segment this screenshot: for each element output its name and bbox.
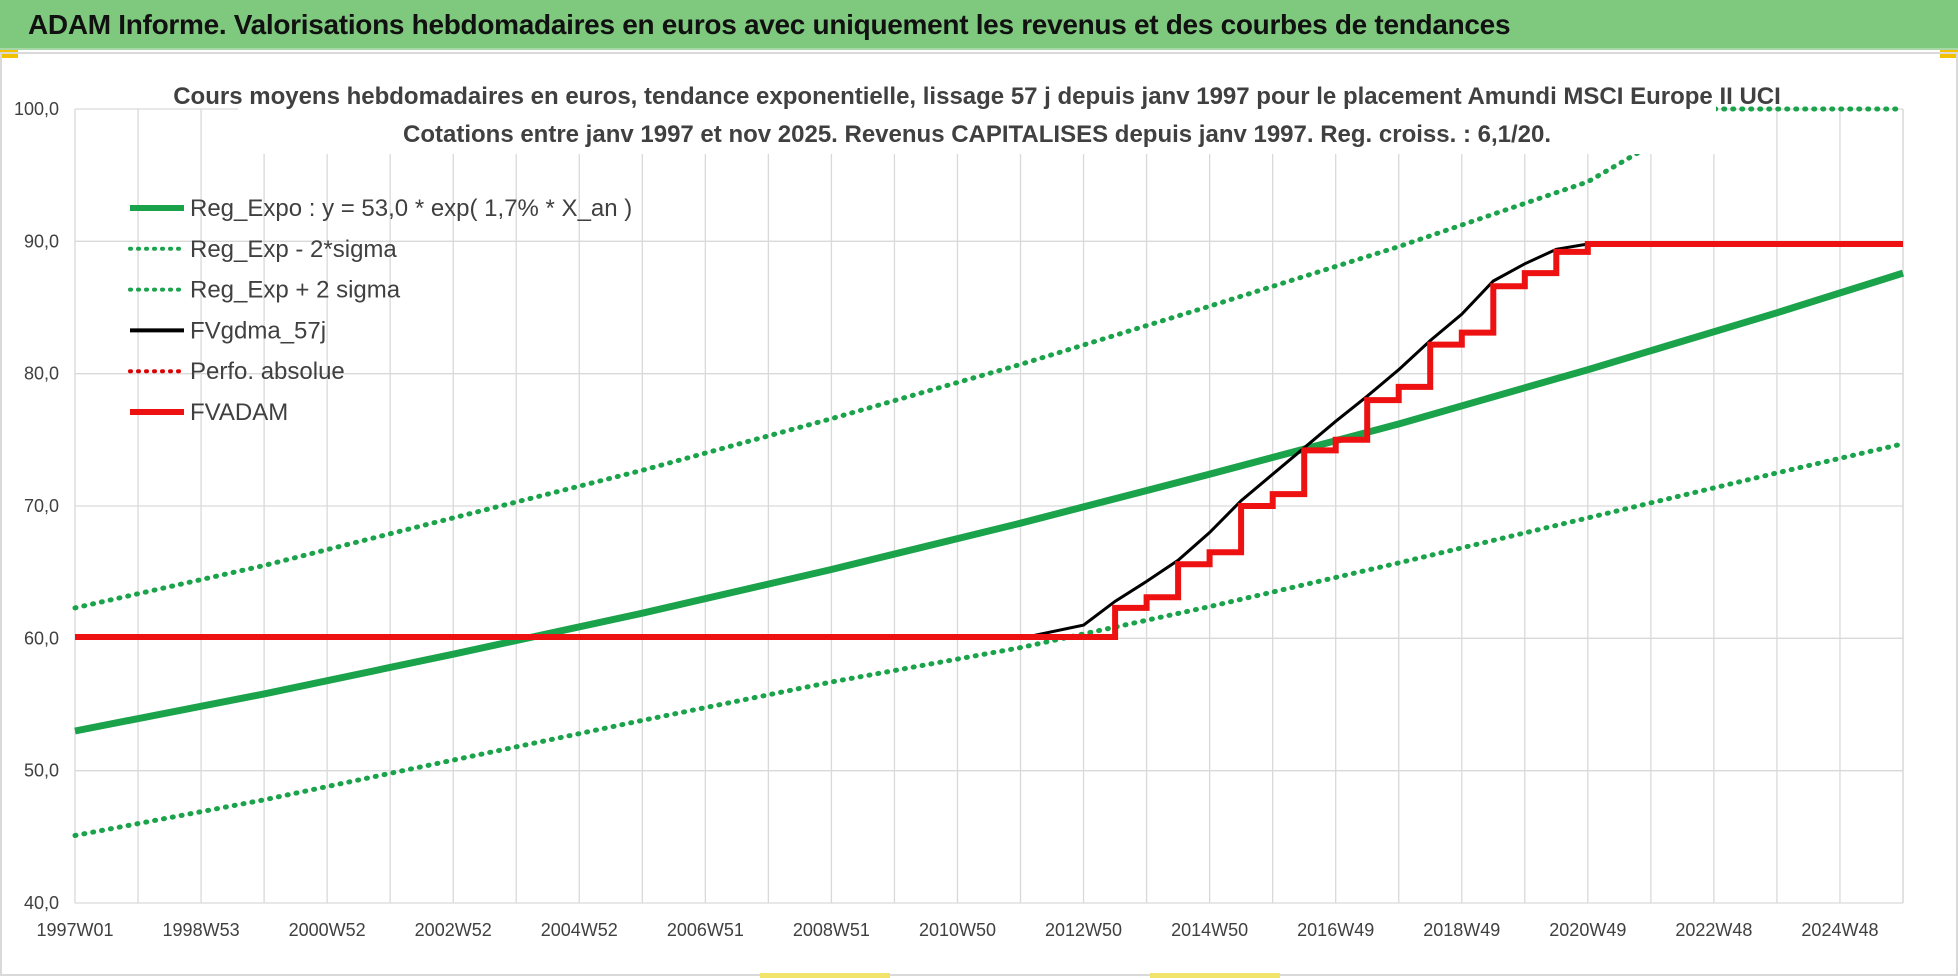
series-line-3	[75, 242, 1903, 640]
legend-label: Reg_Exp - 2*sigma	[190, 236, 397, 263]
bottom-mark-1	[760, 973, 890, 978]
y-tick-label: 40,0	[24, 893, 59, 913]
x-tick-label: 2006W51	[667, 920, 744, 940]
x-tick-label: 2008W51	[793, 920, 870, 940]
x-tick-label: 1998W53	[163, 920, 240, 940]
x-tick-label: 2024W48	[1801, 920, 1878, 940]
y-tick-label: 50,0	[24, 761, 59, 781]
y-tick-label: 60,0	[24, 628, 59, 648]
x-tick-label: 2004W52	[541, 920, 618, 940]
x-tick-label: 2018W49	[1423, 920, 1500, 940]
series-line-1	[72, 441, 1906, 838]
axis-labels: 100,0 90,0 80,0 70,0 60,0 50,0 40,0 1997W01 1998…	[14, 99, 1879, 940]
x-tick-label: 2014W50	[1171, 920, 1248, 940]
legend-label: FVgdma_57j	[190, 317, 326, 344]
legend: Reg_Expo : y = 53,0 * exp( 1,7% * X_an )…	[128, 195, 632, 426]
legend-label: Perfo. absolue	[190, 358, 345, 385]
corner-mark-left	[0, 50, 18, 58]
series-line-2	[72, 106, 1906, 611]
y-tick-label: 90,0	[24, 231, 59, 251]
x-tick-label: 2016W49	[1297, 920, 1374, 940]
x-tick-label: 1997W01	[36, 920, 113, 940]
chart-frame	[0, 52, 1958, 976]
report-banner: ADAM Informe. Valorisations hebdomadaire…	[0, 0, 1958, 50]
report-title: ADAM Informe. Valorisations hebdomadaire…	[28, 9, 1511, 40]
chart-subtitle: Cotations entre janv 1997 et nov 2025. R…	[403, 121, 1551, 148]
legend-label: Reg_Expo : y = 53,0 * exp( 1,7% * X_an )	[190, 195, 632, 222]
y-tick-label: 70,0	[24, 496, 59, 516]
chart-title: Cours moyens hebdomadaires en euros, ten…	[173, 83, 1781, 110]
legend-label: Reg_Exp + 2 sigma	[190, 277, 401, 304]
x-tick-label: 2010W50	[919, 920, 996, 940]
x-tick-label: 2020W49	[1549, 920, 1626, 940]
x-tick-label: 2002W52	[415, 920, 492, 940]
x-tick-label: 2012W50	[1045, 920, 1122, 940]
x-tick-label: 2022W48	[1675, 920, 1752, 940]
series-line-5	[75, 241, 1903, 640]
series-line-0	[74, 269, 1905, 735]
legend-label: FVADAM	[190, 399, 288, 426]
y-tick-label: 80,0	[24, 364, 59, 384]
x-tick-label: 2000W52	[289, 920, 366, 940]
corner-mark-right	[1940, 50, 1958, 58]
title-backdrop	[238, 76, 1716, 154]
bottom-mark-2	[1150, 973, 1280, 978]
y-tick-label: 100,0	[14, 99, 59, 119]
series-lines	[72, 106, 1906, 838]
